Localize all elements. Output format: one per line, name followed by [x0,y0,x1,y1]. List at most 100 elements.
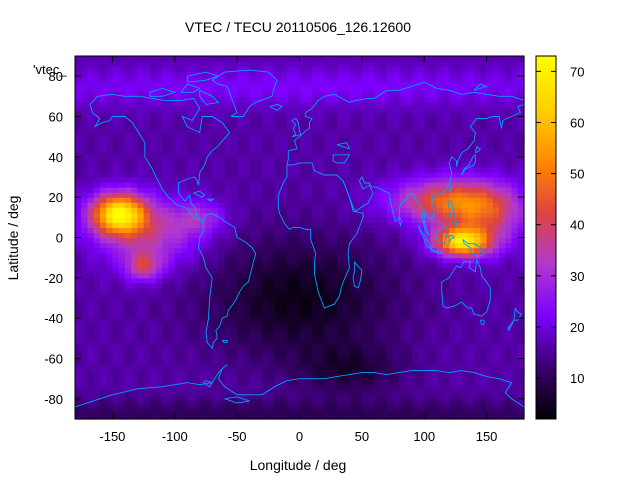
heatmap-cell [193,197,201,203]
heatmap-cell [374,187,382,193]
heatmap-cell [224,363,232,370]
heatmap-cell [393,308,400,314]
heatmap-cell [193,318,201,324]
heatmap-cell [318,292,326,299]
heatmap-cell [162,151,170,158]
heatmap-cell [424,151,432,158]
heatmap-cell [393,76,400,82]
heatmap-cell [505,161,513,168]
heatmap-cell [461,71,469,77]
heatmap-cell [268,217,276,223]
heatmap-cell [455,277,463,284]
heatmap-cell [99,202,107,208]
heatmap-cell [224,323,232,329]
heatmap-cell [424,378,432,385]
heatmap-cell [262,232,269,239]
heatmap-cell [486,408,494,415]
heatmap-cell [442,262,450,269]
heatmap-cell [486,323,494,329]
heatmap-cell [181,303,188,309]
heatmap-cell [205,86,213,92]
heatmap-cell [162,71,170,77]
heatmap-cell [156,333,163,339]
heatmap-cell [87,287,95,294]
heatmap-cell [131,298,138,304]
heatmap-cell [311,308,319,314]
heatmap-cell [474,207,481,213]
heatmap-cell [417,313,425,319]
heatmap-cell [436,166,444,173]
heatmap-cell [287,177,294,183]
heatmap-cell [374,333,382,339]
heatmap-cell [168,413,176,420]
heatmap-cell [118,373,126,380]
heatmap-cell [349,403,357,410]
heatmap-cell [467,121,475,128]
heatmap-cell [355,76,363,82]
heatmap-cell [442,388,450,395]
heatmap-cell [274,237,282,244]
heatmap-cell [262,237,269,244]
heatmap-cell [255,76,263,82]
heatmap-cell [517,267,525,274]
heatmap-cell [486,136,494,143]
heatmap-cell [386,272,394,279]
heatmap-cell [430,116,438,123]
heatmap-cell [149,323,157,329]
heatmap-cell [368,76,375,82]
heatmap-cell [467,328,475,334]
heatmap-cell [255,161,263,168]
heatmap-cell [181,151,188,158]
heatmap-cell [492,86,500,92]
heatmap-cell [193,121,201,128]
heatmap-cell [112,171,120,178]
heatmap-cell [131,308,138,314]
heatmap-cell [99,106,107,113]
heatmap-cell [262,348,269,355]
heatmap-cell [517,308,525,314]
heatmap-cell [124,237,132,244]
heatmap-cell [511,136,519,143]
heatmap-cell [393,242,400,249]
heatmap-cell [336,227,344,234]
heatmap-cell [492,126,500,133]
heatmap-cell [318,333,326,339]
heatmap-cell [474,333,481,339]
heatmap-cell [474,212,481,218]
heatmap-cell [181,413,188,420]
heatmap-cell [106,121,114,128]
heatmap-cell [474,116,481,123]
heatmap-cell [193,398,201,405]
heatmap-cell [205,277,213,284]
heatmap-cell [492,328,500,334]
heatmap-cell [280,141,288,148]
heatmap-cell [280,378,288,385]
heatmap-cell [405,81,413,87]
heatmap-cell [343,388,350,395]
heatmap-cell [299,116,307,123]
heatmap-cell [368,277,375,284]
heatmap-cell [137,318,145,324]
heatmap-cell [380,96,388,102]
heatmap-cell [386,323,394,329]
heatmap-cell [455,76,463,82]
heatmap-cell [99,398,107,405]
heatmap-cell [293,363,301,370]
heatmap-cell [474,161,481,168]
heatmap-cell [299,166,307,173]
heatmap-cell [249,252,257,259]
heatmap-cell [93,353,101,360]
heatmap-cell [430,91,438,97]
heatmap-cell [93,398,101,405]
heatmap-cell [355,388,363,395]
heatmap-cell [380,398,388,405]
heatmap-cell [311,222,319,229]
heatmap-cell [417,267,425,274]
heatmap-cell [224,202,232,208]
heatmap-cell [305,177,313,183]
heatmap-cell [193,373,201,380]
heatmap-cell [343,217,350,223]
heatmap-cell [81,257,89,264]
heatmap-cell [311,207,319,213]
heatmap-cell [81,318,89,324]
